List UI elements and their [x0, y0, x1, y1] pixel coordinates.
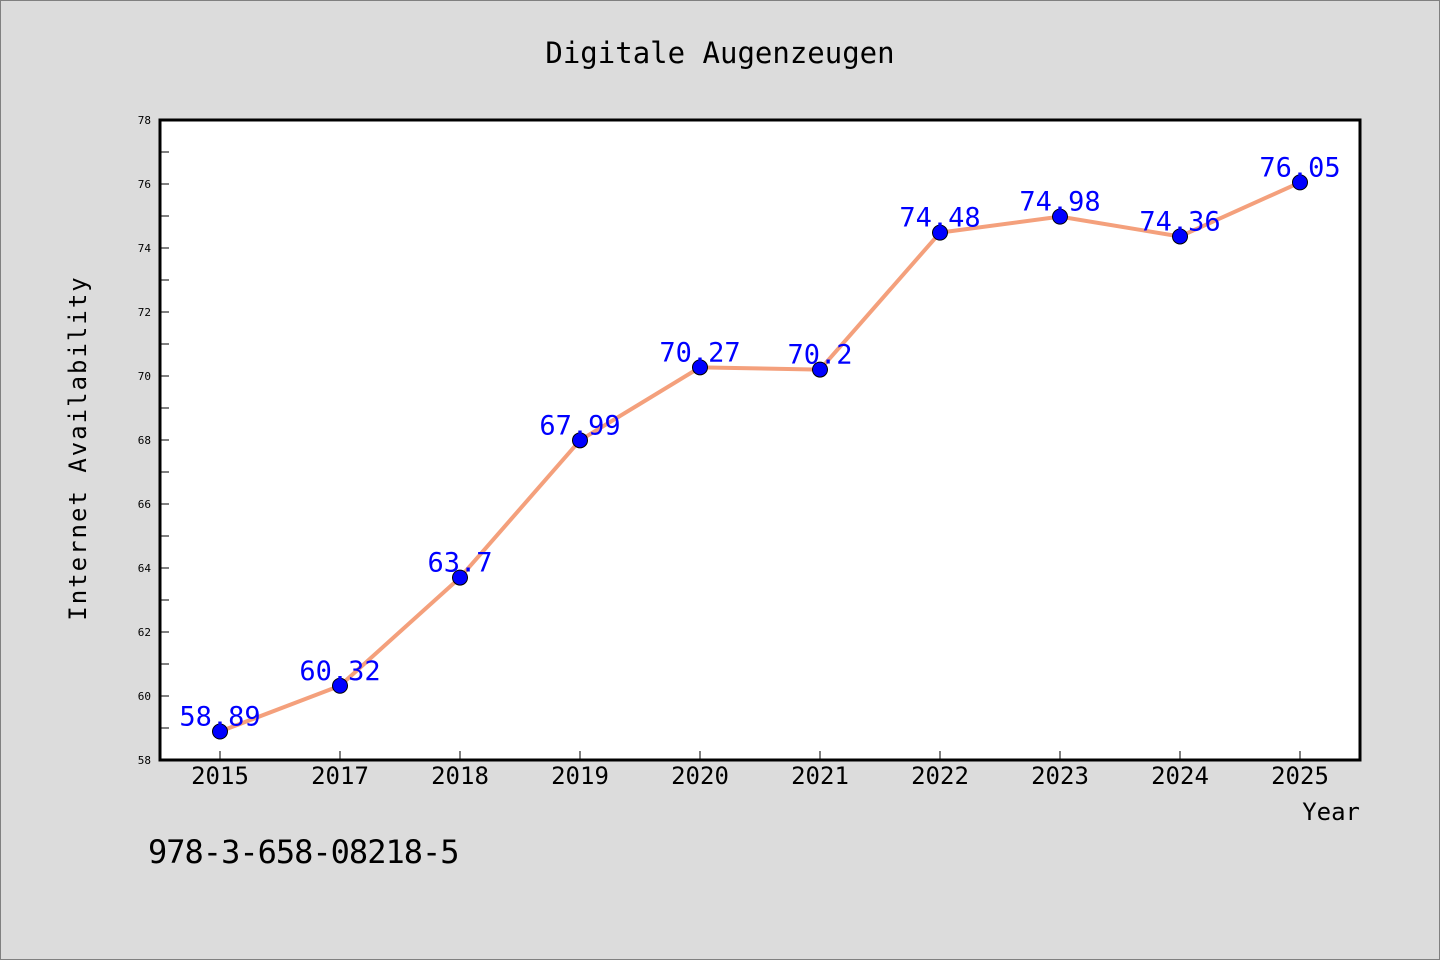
- y-tick-label: 72: [138, 306, 151, 319]
- series: 58.89 60.32 63.7 67.99 70.27 70.2 74.48 74.98 74…: [179, 152, 1341, 740]
- data-label: 76.05: [1259, 152, 1340, 183]
- plot-border: [158, 118, 1362, 762]
- y-tick-label: 76: [138, 178, 151, 191]
- x-axis-title: Year: [1302, 798, 1360, 826]
- data-label: 74.36: [1139, 206, 1220, 237]
- data-point: [452, 569, 468, 586]
- data-point: [1172, 228, 1188, 245]
- y-tick-label: 60: [138, 690, 151, 703]
- data-point: [932, 224, 948, 241]
- data-point: [332, 677, 348, 694]
- data-point: [212, 723, 228, 740]
- data-label: 60.32: [299, 656, 380, 687]
- data-label: 63.7: [427, 548, 492, 579]
- data-label: 74.48: [899, 203, 980, 234]
- y-axis-title: Internet Availability: [64, 275, 92, 620]
- data-label: 58.89: [179, 702, 260, 733]
- x-tick-label: 2024: [1151, 762, 1209, 790]
- data-label: 67.99: [539, 410, 620, 441]
- data-label: 74.98: [1019, 187, 1100, 218]
- x-tick-label: 2015: [191, 762, 249, 790]
- x-tick-label: 2021: [791, 762, 849, 790]
- y-tick-label: 78: [138, 114, 151, 127]
- y-tick-label: 62: [138, 626, 151, 639]
- figure-caption: 978-3-658-08218-5: [148, 833, 460, 871]
- y-tick-label: 74: [138, 242, 152, 255]
- series-line: [219, 180, 1301, 734]
- chart-title: Digitale Augenzeugen: [545, 36, 894, 70]
- data-point: [1052, 208, 1068, 225]
- x-tick-label: 2020: [671, 762, 729, 790]
- data-point: [692, 359, 708, 376]
- x-tick-label: 2025: [1271, 762, 1329, 790]
- data-label: 70.2: [787, 340, 852, 371]
- data-point: [812, 361, 828, 378]
- plot-area: [160, 120, 1360, 760]
- data-point: [572, 432, 588, 449]
- y-tick-label: 58: [138, 754, 151, 767]
- data-label: 70.27: [659, 337, 740, 368]
- x-tick-label: 2019: [551, 762, 609, 790]
- data-point: [1292, 174, 1308, 191]
- y-tick-label: 70: [138, 370, 151, 383]
- x-tick-label: 2017: [311, 762, 369, 790]
- x-tick-label: 2022: [911, 762, 969, 790]
- y-tick-label: 68: [138, 434, 151, 447]
- x-tick-label: 2023: [1031, 762, 1089, 790]
- y-tick-label: 64: [138, 562, 152, 575]
- y-tick-label: 66: [138, 498, 151, 511]
- x-tick-label: 2018: [431, 762, 489, 790]
- x-axis: 2015 2017 2018 2019 2020 2021 2022 2023 2024 2025: [191, 751, 1329, 790]
